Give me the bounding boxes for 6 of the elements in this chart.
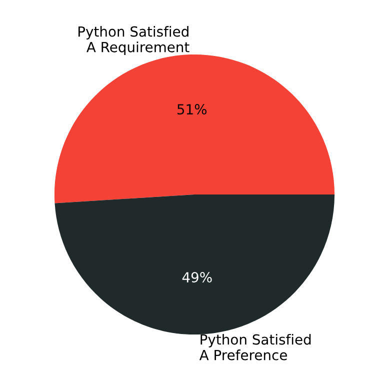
data-label: 49%	[182, 272, 212, 283]
pie-slice	[54, 194, 335, 334]
pie-slice	[54, 54, 335, 204]
slice-label: Python Satisfied A Requirement	[78, 26, 190, 56]
slice-label: Python Satisfied A Preference	[199, 334, 311, 360]
data-label: 51%	[178, 104, 207, 115]
